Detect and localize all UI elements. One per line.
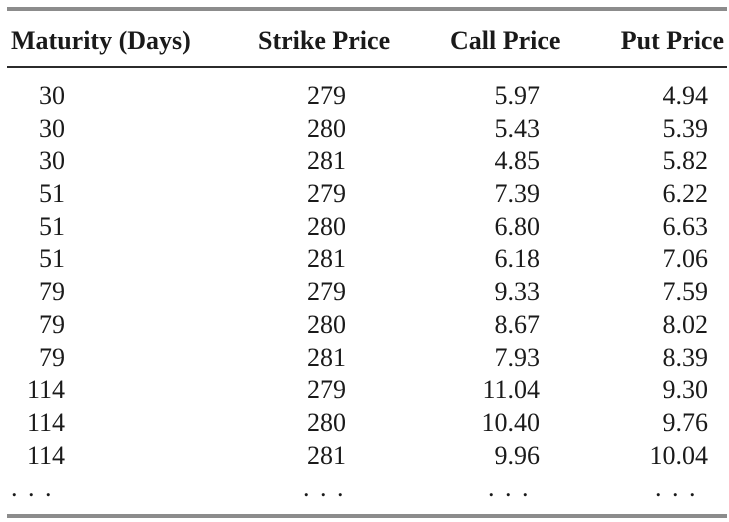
cell-put-price: 7.06 bbox=[662, 244, 709, 274]
table-row: 51 279 7.39 6.22 bbox=[0, 178, 729, 211]
table-header: Maturity (Days) Strike Price Call Price … bbox=[0, 24, 729, 58]
cell-strike-price: 280 bbox=[307, 211, 346, 241]
ellipsis-put: . . . bbox=[655, 473, 698, 502]
cell-call-price: 7.39 bbox=[494, 179, 541, 209]
cell-call-price: 10.40 bbox=[481, 407, 541, 437]
cell-put-price: 7.59 bbox=[662, 277, 709, 307]
cell-maturity: 51 bbox=[39, 179, 65, 209]
top-rule bbox=[7, 7, 727, 11]
cell-strike-price: 279 bbox=[307, 375, 346, 405]
table-row: 30 280 5.43 5.39 bbox=[0, 113, 729, 146]
cell-maturity: 51 bbox=[39, 244, 65, 274]
table-row: 114 280 10.40 9.76 bbox=[0, 407, 729, 440]
cell-put-price: 8.02 bbox=[662, 309, 709, 339]
ellipsis-strike: . . . bbox=[303, 473, 346, 502]
cell-strike-price: 281 bbox=[307, 244, 346, 274]
cell-strike-price: 279 bbox=[307, 277, 346, 307]
table-body: 30 279 5.97 4.94 30 280 5.43 5.39 30 281 4.85 5.82 5… bbox=[0, 80, 729, 472]
header-rule bbox=[7, 66, 727, 68]
cell-call-price: 7.93 bbox=[494, 342, 541, 372]
cell-call-price: 5.43 bbox=[494, 113, 541, 143]
cell-strike-price: 279 bbox=[307, 81, 346, 110]
cell-put-price: 9.76 bbox=[662, 407, 709, 437]
ellipsis-call: . . . bbox=[488, 473, 531, 502]
header-put-price: Put Price bbox=[620, 26, 724, 55]
table-row: 79 279 9.33 7.59 bbox=[0, 276, 729, 309]
cell-maturity: 79 bbox=[39, 309, 65, 339]
cell-put-price: 5.39 bbox=[662, 113, 709, 143]
table-row: 114 279 11.04 9.30 bbox=[0, 374, 729, 407]
cell-call-price: 6.80 bbox=[494, 211, 541, 241]
header-maturity: Maturity (Days) bbox=[11, 26, 191, 55]
cell-maturity: 51 bbox=[39, 211, 65, 241]
cell-put-price: 10.04 bbox=[649, 440, 709, 470]
cell-maturity: 30 bbox=[39, 81, 65, 110]
cell-put-price: 8.39 bbox=[662, 342, 709, 372]
cell-put-price: 6.63 bbox=[662, 211, 709, 241]
cell-maturity: 114 bbox=[26, 440, 65, 470]
cell-put-price: 4.94 bbox=[662, 81, 709, 110]
cell-strike-price: 280 bbox=[307, 407, 346, 437]
cell-maturity: 114 bbox=[26, 375, 65, 405]
table-row: 79 280 8.67 8.02 bbox=[0, 309, 729, 342]
cell-call-price: 5.97 bbox=[494, 81, 541, 110]
table-row: 79 281 7.93 8.39 bbox=[0, 342, 729, 375]
bottom-rule bbox=[7, 514, 727, 518]
ellipsis-maturity: . . . bbox=[11, 473, 54, 502]
cell-maturity: 79 bbox=[39, 342, 65, 372]
cell-strike-price: 279 bbox=[307, 179, 346, 209]
cell-put-price: 9.30 bbox=[662, 375, 709, 405]
table-row: 51 280 6.80 6.63 bbox=[0, 211, 729, 244]
cell-maturity: 79 bbox=[39, 277, 65, 307]
table-row: 51 281 6.18 7.06 bbox=[0, 243, 729, 276]
cell-call-price: 9.33 bbox=[494, 277, 541, 307]
cell-strike-price: 281 bbox=[307, 440, 346, 470]
cell-call-price: 8.67 bbox=[494, 309, 541, 339]
cell-call-price: 11.04 bbox=[482, 375, 540, 405]
table-row: 30 279 5.97 4.94 bbox=[0, 80, 729, 113]
ellipsis-row: . . . . . . . . . . . . bbox=[0, 472, 729, 504]
table-row: 114 281 9.96 10.04 bbox=[0, 440, 729, 473]
header-call-price: Call Price bbox=[450, 26, 561, 55]
table-row: 30 281 4.85 5.82 bbox=[0, 145, 729, 178]
cell-strike-price: 280 bbox=[307, 309, 346, 339]
cell-strike-price: 281 bbox=[307, 146, 346, 176]
cell-call-price: 4.85 bbox=[494, 146, 541, 176]
cell-strike-price: 281 bbox=[307, 342, 346, 372]
cell-maturity: 30 bbox=[39, 146, 65, 176]
cell-put-price: 5.82 bbox=[662, 146, 709, 176]
cell-maturity: 114 bbox=[26, 407, 65, 437]
cell-maturity: 30 bbox=[39, 113, 65, 143]
cell-put-price: 6.22 bbox=[662, 179, 709, 209]
cell-strike-price: 280 bbox=[307, 113, 346, 143]
cell-call-price: 9.96 bbox=[494, 440, 541, 470]
cell-call-price: 6.18 bbox=[494, 244, 541, 274]
header-strike-price: Strike Price bbox=[258, 26, 391, 55]
